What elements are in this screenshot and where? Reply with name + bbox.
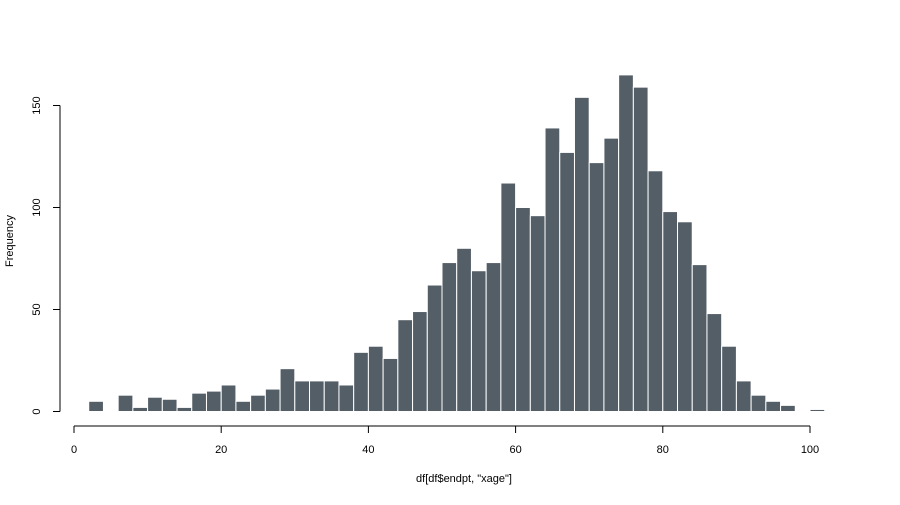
histogram-bar (162, 399, 177, 411)
histogram-bar (678, 222, 693, 412)
histogram-bar (89, 401, 104, 411)
histogram-bar (810, 409, 825, 411)
x-tick-label: 40 (362, 444, 374, 456)
x-axis-title: df[df$endpt, "xage"] (416, 473, 512, 485)
x-tick-label: 100 (801, 444, 819, 456)
histogram-bar (530, 216, 545, 412)
histogram-bar (133, 407, 148, 411)
histogram-bar (383, 358, 398, 411)
histogram-bar (692, 265, 707, 412)
y-tick-label: 50 (31, 303, 43, 315)
y-axis: 0 50 100 150 (31, 96, 60, 414)
histogram-bar (633, 87, 648, 411)
histogram-bar (604, 138, 619, 411)
histogram-bar (310, 381, 325, 412)
x-tick-label: 20 (215, 444, 227, 456)
histogram-bar (354, 352, 369, 411)
histogram-bar (722, 346, 737, 411)
histogram-bar (192, 393, 207, 411)
histogram-bar (560, 152, 575, 411)
x-tick-label: 80 (657, 444, 669, 456)
histogram-bar (206, 391, 221, 411)
histogram-bar (398, 320, 413, 412)
histogram-bar (221, 385, 236, 412)
histogram-bar (280, 369, 295, 412)
histogram-bar (663, 212, 678, 412)
y-tick-label: 0 (31, 408, 43, 414)
histogram-bar (295, 381, 310, 412)
histogram-bar (413, 312, 428, 412)
histogram-bar (736, 381, 751, 412)
histogram-bar (516, 208, 531, 412)
histogram-bar (486, 263, 501, 412)
histogram-bar (589, 163, 604, 412)
histogram-bar (619, 75, 634, 412)
histogram-bar (707, 314, 722, 412)
histogram-bar (251, 395, 266, 411)
histogram-bar (118, 395, 133, 411)
histogram-bar (427, 285, 442, 411)
y-tick-label: 150 (31, 96, 43, 114)
x-tick-label: 0 (71, 444, 77, 456)
histogram-bar (545, 128, 560, 412)
histogram-bar (781, 405, 796, 411)
y-axis-title: Frequency (4, 215, 16, 267)
histogram-bar (766, 401, 781, 411)
histogram-bar (501, 183, 516, 411)
histogram-bar (148, 397, 163, 411)
histogram-bar (324, 381, 339, 412)
histogram-bar (265, 389, 280, 411)
x-axis: 0 20 40 60 80 100 (71, 426, 819, 456)
histogram-bar (236, 401, 251, 411)
histogram-bar (574, 97, 589, 411)
histogram-bar (471, 271, 486, 412)
y-tick-label: 100 (31, 198, 43, 216)
histogram-bars (74, 75, 839, 412)
histogram-bar (339, 385, 354, 412)
histogram-bar (648, 171, 663, 412)
histogram-bar (442, 263, 457, 412)
histogram-bar (457, 248, 472, 411)
histogram-bar (368, 346, 383, 411)
x-tick-label: 60 (509, 444, 521, 456)
histogram-bar (751, 395, 766, 411)
histogram-bar (177, 407, 192, 411)
